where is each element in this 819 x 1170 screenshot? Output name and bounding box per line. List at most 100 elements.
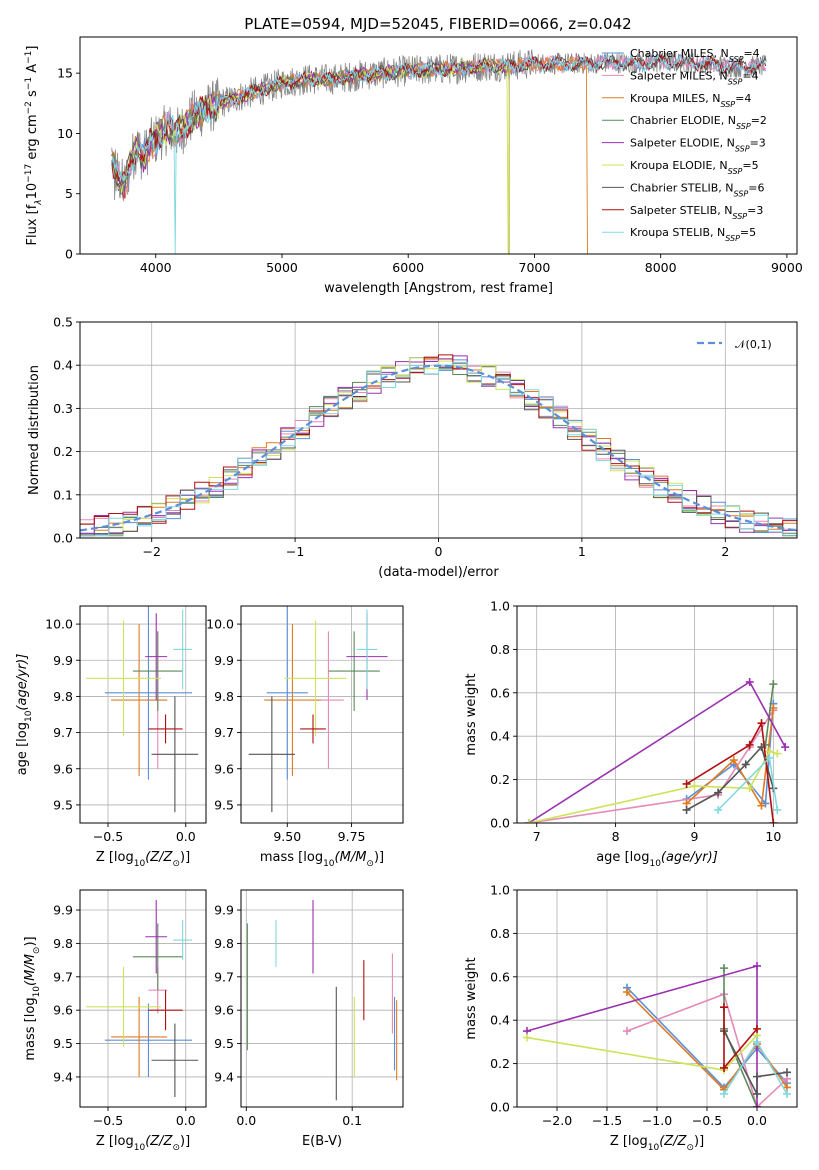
x-tick-label: 0.0: [176, 1113, 196, 1128]
x-tick-label: 0: [435, 544, 443, 559]
y-tick-label: 9.8: [214, 689, 234, 704]
x-tick-label: −2.0: [542, 1113, 572, 1128]
legend-entry: Chabrier MILES, NSSP=4: [630, 47, 760, 64]
y-tick-label: 0.0: [490, 816, 510, 831]
plot-area: [80, 354, 797, 538]
y-tick-label: 0.4: [53, 358, 73, 373]
weight-marker: [623, 987, 631, 996]
weight-marker: [745, 784, 754, 793]
weight-marker: [753, 1024, 761, 1033]
weight-marker: [769, 819, 778, 823]
weight-marker: [757, 719, 766, 728]
y-tick-label: 9.4: [53, 1069, 73, 1084]
legend-entry: Kroupa ELODIE, NSSP=5: [630, 159, 759, 176]
errorbar-point: [104, 1003, 192, 1077]
spectrum-series-line: [111, 53, 767, 254]
panel-age-vs-Z: −0.5 0.0 9.5 9.6 9.7 9.8 9.9 10.0 Z [log10(Z/Z⊙)…: [15, 605, 207, 869]
x-tick-label: 4000: [140, 260, 172, 275]
y-tick-label: 0.8: [490, 642, 510, 657]
plot-area: [524, 677, 790, 823]
x-tick-label: −1.5: [592, 1113, 622, 1128]
weight-marker: [753, 1037, 761, 1046]
weight-marker: [753, 961, 761, 970]
legend-entry: Salpeter MILES, NSSP=4: [630, 69, 759, 86]
plot-area: [86, 606, 199, 813]
y-tick-label: 0.2: [490, 1056, 510, 1071]
x-tick-label: 8: [612, 829, 620, 844]
weight-marker: [753, 1103, 761, 1107]
weight-marker: [720, 964, 728, 973]
y-tick-label: 0.5: [53, 315, 73, 330]
y-axis-label: mass [log10(M/M⊙)]: [23, 936, 42, 1060]
weight-marker: [781, 743, 790, 752]
errorbar-point: [86, 620, 161, 737]
weight-marker: [714, 788, 723, 797]
x-tick-label: 2: [721, 544, 729, 559]
panel-mass-vs-Z: −0.5 0.0 9.4 9.5 9.6 9.7 9.8 9.9 Z [log10(Z/Z⊙)]…: [23, 889, 207, 1153]
weight-marker: [741, 760, 750, 769]
x-axis-label: mass [log10(M/M⊙)]: [260, 850, 384, 869]
y-tick-label: 9.6: [214, 1003, 234, 1018]
y-tick-label: 0.8: [490, 926, 510, 941]
errorbar-point: [145, 900, 168, 974]
x-axis-label: E(B-V): [302, 1134, 342, 1149]
errorbar-point: [104, 606, 192, 780]
y-tick-label: 9.5: [214, 797, 234, 812]
x-axis-label: wavelength [Angstrom, rest frame]: [324, 281, 553, 296]
y-tick-label: 9.7: [53, 969, 73, 984]
plot-area: [111, 49, 767, 254]
errorbar-point: [132, 923, 183, 991]
y-tick-label: 9.6: [53, 1003, 73, 1018]
y-tick-label: 0.2: [53, 444, 73, 459]
errorbar-point: [145, 613, 168, 701]
y-tick-label: 9.5: [214, 1036, 234, 1051]
errorbar-point: [132, 631, 183, 711]
weight-marker: [690, 782, 699, 791]
plot-area: [248, 606, 388, 813]
axes-frame: [240, 605, 404, 824]
x-tick-label: 1: [578, 544, 586, 559]
plot-area: [523, 961, 791, 1107]
errorbar-point: [148, 990, 183, 1031]
x-tick-label: 0.0: [747, 1113, 767, 1128]
errorbar-point: [284, 620, 347, 737]
y-tick-label: 15: [57, 66, 73, 81]
x-tick-label: 9000: [771, 260, 803, 275]
panel-spectrum: 4000 5000 6000 7000 8000 9000 0 5 10 15 wavelength…: [24, 36, 803, 296]
y-tick-label: 9.9: [53, 903, 73, 918]
weight-marker: [773, 749, 782, 758]
y-tick-label: 9.8: [214, 936, 234, 951]
y-tick-label: 9.8: [53, 936, 73, 951]
legend-entry: Salpeter ELODIE, NSSP=3: [630, 137, 766, 154]
x-tick-label: 0.0: [236, 1113, 256, 1128]
x-axis-label: Z [log10(Z/Z⊙)]: [96, 850, 190, 869]
weight-marker: [769, 680, 778, 689]
weight-marker: [783, 1089, 791, 1098]
weight-series-line: [723, 1030, 788, 1095]
y-tick-label: 0.6: [490, 685, 510, 700]
weight-marker: [745, 677, 754, 686]
weight-series-line: [764, 683, 775, 746]
x-tick-label: −0.5: [692, 1113, 722, 1128]
axes-frame: [79, 605, 207, 824]
x-tick-label: −2: [142, 544, 160, 559]
spectrum-legend: Chabrier MILES, NSSP=4 Salpeter MILES, NS…: [602, 47, 767, 243]
x-axis-label: Z [log10(Z/Z⊙)]: [610, 1134, 704, 1153]
weight-marker: [765, 753, 774, 762]
errorbar-point: [111, 996, 168, 1077]
panel-mass-weight-vs-age: 7 8 9 10 0.0 0.2 0.4 0.6 0.8 1.0 age [log10(age/yr…: [464, 599, 798, 869]
panels: 4000 5000 6000 7000 8000 9000051015wavelength…: [15, 36, 803, 1153]
weight-marker: [524, 819, 533, 823]
errorbar-point: [86, 966, 161, 1047]
normal-reference-curve: [80, 364, 797, 532]
weight-marker: [682, 779, 691, 788]
weight-series-line: [686, 720, 775, 823]
y-tick-label: 0.0: [490, 1100, 510, 1115]
weight-marker: [729, 756, 738, 765]
errorbar-point: [173, 609, 192, 690]
figure-title: PLATE=0594, MJD=52045, FIBERID=0066, z=0…: [244, 15, 631, 33]
panel-mass-vs-ebv: 0.0 0.1 9.4 9.5 9.6 9.7 9.8 9.9 E(B-V): [214, 889, 404, 1149]
y-axis-label: Flux [fλ10−17 erg cm−2 s−1 A−1]: [24, 46, 44, 246]
x-tick-label: 8000: [645, 260, 677, 275]
